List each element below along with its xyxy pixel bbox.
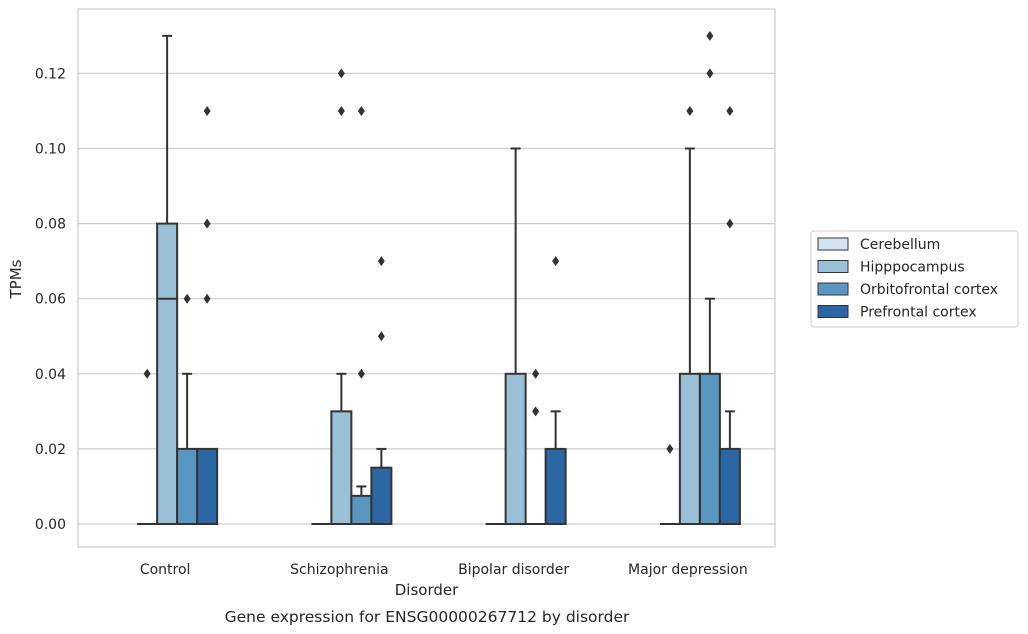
box-rect [678,372,701,525]
box-rect [156,222,179,525]
box-prefrontal-cortex [544,256,567,525]
box-rect [544,447,567,525]
outlier-point [377,256,385,267]
y-tick-label: 0.04 [35,367,66,383]
box-rect [370,466,393,525]
outlier-point [686,105,694,116]
box-prefrontal-cortex [370,256,393,525]
box-hipppocampus [504,147,527,525]
plot-frame [77,8,776,548]
legend-label: Orbitofrontal cortex [860,282,998,298]
y-tick-label: 0.10 [35,142,66,158]
y-tick-label: 0.08 [35,217,66,233]
box-prefrontal-cortex [718,105,741,525]
box-rect [718,447,741,525]
figure-caption: Gene expression for ENSG00000267712 by d… [225,608,630,626]
box-cerebellum [659,443,680,525]
outlier-point [726,105,734,116]
outlier-point [706,68,714,79]
x-axis-label: Disorder [395,581,459,599]
box-rect [176,447,199,525]
box-orbitofrontal-cortex [525,368,546,525]
box-rect [698,372,721,525]
legend-swatch [817,282,849,296]
outlier-point [532,368,540,379]
x-tick-label: Control [140,562,191,578]
outlier-point [143,368,151,379]
y-tick-label: 0.02 [35,442,66,458]
box-prefrontal-cortex [196,105,219,525]
x-tick-label: Bipolar disorder [458,562,569,578]
outlier-point [552,256,560,267]
box-groups [137,30,741,526]
x-tick-labels: Control Schizophrenia Bipolar disorder Majo… [140,562,748,578]
box-hipppocampus [156,34,179,525]
outlier-point [203,293,211,304]
x-tick-label: Major depression [628,562,748,578]
outlier-point [183,293,191,304]
box-rect [330,410,353,526]
outlier-point [706,30,714,41]
legend-swatch [817,260,849,273]
legend-swatch [817,305,849,318]
y-tick-labels: 0.00 0.02 0.04 0.06 0.08 0.10 0.12 [35,66,66,533]
legend: Cerebellum Hipppocampus Orbitofrontal cort… [810,230,1019,328]
outlier-point [203,105,211,116]
outlier-point [666,443,674,454]
outlier-point [377,331,385,342]
x-tick-label: Schizophrenia [290,562,388,578]
legend-frame [810,230,1019,328]
y-tick-label: 0.12 [35,66,66,82]
legend-swatch [817,237,849,251]
legend-label: Cerebellum [860,237,940,253]
legend-label: Prefrontal cortex [860,305,977,321]
outlier-point [357,368,365,379]
y-tick-label: 0.06 [35,292,66,308]
box-rect [196,447,219,525]
box-hipppocampus [330,68,353,526]
box-cerebellum [137,368,158,525]
outlier-point [532,406,540,417]
box-rect [350,494,373,525]
y-axis-label: TPMs [7,259,25,299]
box-rect [504,372,527,525]
outlier-point [337,68,345,79]
outlier-point [357,105,365,116]
outlier-point [726,218,734,229]
y-tick-label: 0.00 [35,517,66,533]
outlier-point [337,105,345,116]
legend-label: Hipppocampus [860,260,965,276]
outlier-point [203,218,211,229]
